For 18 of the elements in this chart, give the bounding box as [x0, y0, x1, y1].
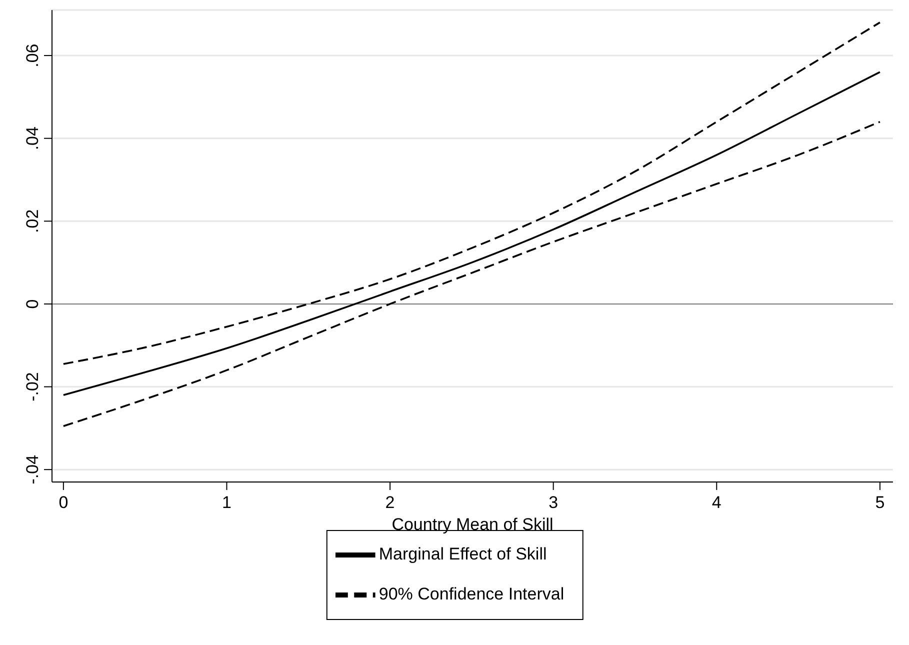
- x-tick-label: 2: [385, 493, 395, 512]
- y-tick-label: .02: [23, 209, 42, 233]
- y-tick-label: .06: [23, 44, 42, 68]
- legend-label: 90% Confidence Interval: [378, 584, 564, 604]
- line-series: [62, 120, 881, 428]
- x-tick-label: 5: [875, 493, 885, 512]
- y-tick-label: .04: [23, 126, 42, 150]
- y-tick-label: 0: [23, 299, 42, 309]
- line-series: [62, 71, 881, 396]
- x-axis-title: Country Mean of Skill: [392, 515, 554, 534]
- x-tick-label: 1: [222, 493, 232, 512]
- y-tick-label: -.04: [23, 454, 42, 484]
- x-tick-label: 0: [58, 493, 68, 512]
- x-tick-label: 4: [712, 493, 722, 512]
- y-tick-label: -.02: [23, 372, 42, 402]
- legend-label: Marginal Effect of Skill: [378, 544, 547, 564]
- line-series: [62, 22, 881, 365]
- x-tick-label: 3: [548, 493, 558, 512]
